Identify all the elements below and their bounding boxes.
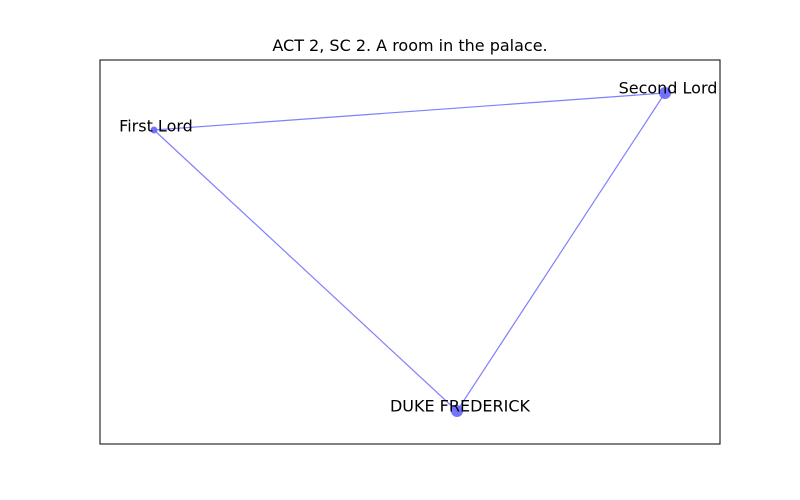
node-label-duke-frederick: DUKE FREDERICK [390,397,531,416]
labels-layer: First Lord Second Lord DUKE FREDERICK [119,79,717,416]
edge-first-lord-duke-frederick [153,129,458,412]
node-second-lord [659,87,671,99]
plot-frame [99,59,721,445]
graph-title: ACT 2, SC 2. A room in the palace. [272,36,548,55]
node-duke-frederick [451,405,463,417]
node-label-first-lord: First Lord [119,117,193,136]
nodes-layer [150,87,671,417]
edges-layer [153,92,666,412]
node-first-lord [150,126,158,134]
edge-first-lord-second-lord [153,92,666,131]
edge-second-lord-duke-frederick [456,92,666,412]
node-label-second-lord: Second Lord [619,79,718,98]
